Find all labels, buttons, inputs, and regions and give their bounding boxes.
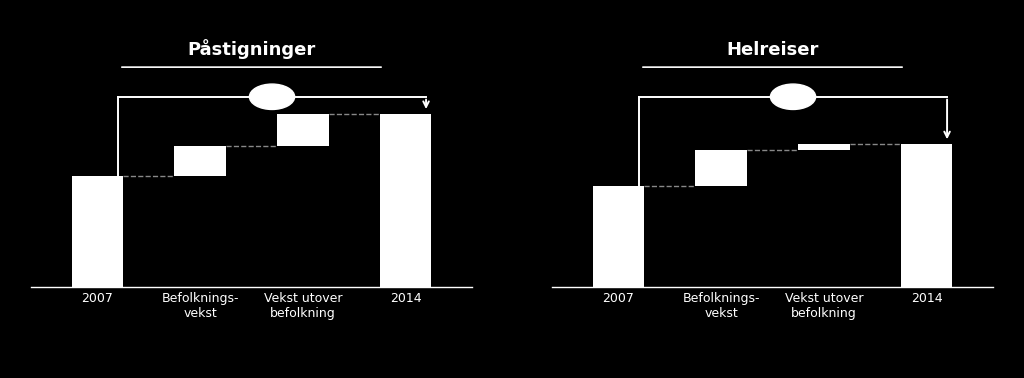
Ellipse shape bbox=[250, 84, 295, 110]
Bar bbox=[798, 144, 850, 150]
Ellipse shape bbox=[770, 84, 816, 110]
Bar bbox=[901, 144, 952, 287]
Text: Påstigninger: Påstigninger bbox=[187, 39, 315, 59]
Bar bbox=[72, 177, 123, 287]
Bar bbox=[278, 114, 329, 146]
Text: Helreiser: Helreiser bbox=[726, 41, 819, 59]
Bar bbox=[174, 146, 226, 177]
Bar bbox=[593, 186, 644, 287]
Bar bbox=[695, 150, 746, 186]
Bar bbox=[380, 114, 431, 287]
